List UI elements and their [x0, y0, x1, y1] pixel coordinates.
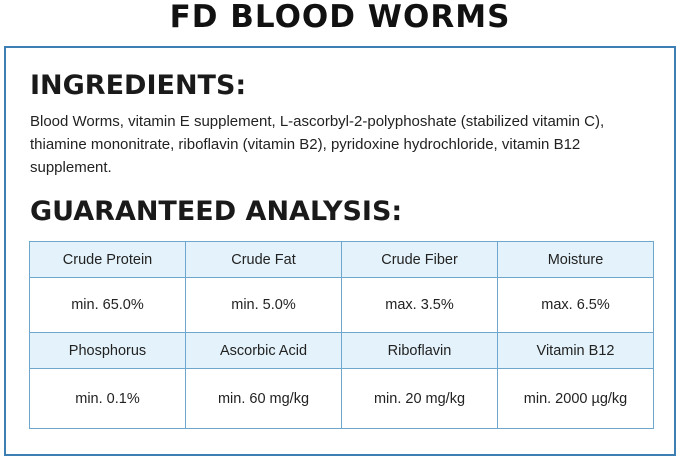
table-row: min. 0.1% min. 60 mg/kg min. 20 mg/kg min. …	[29, 368, 654, 429]
nutrient-value: min. 65.0%	[29, 277, 186, 333]
nutrient-name: Crude Fiber	[341, 241, 498, 278]
nutrient-name: Vitamin B12	[497, 332, 654, 369]
nutrient-value: min. 5.0%	[185, 277, 342, 333]
nutrient-name: Riboflavin	[341, 332, 498, 369]
table-row: Crude Protein Crude Fat Crude Fiber Moistur…	[29, 241, 654, 278]
nutrient-name: Ascorbic Acid	[185, 332, 342, 369]
ingredients-heading: INGREDIENTS:	[30, 70, 247, 101]
nutrient-value: max. 6.5%	[497, 277, 654, 333]
nutrient-value: min. 0.1%	[29, 368, 186, 429]
ingredients-text: Blood Worms, vitamin E supplement, L-asc…	[30, 113, 605, 176]
nutrient-name: Crude Protein	[29, 241, 186, 278]
analysis-heading: GUARANTEED ANALYSIS:	[30, 196, 403, 227]
title: FD BLOOD WORMS	[169, 0, 511, 35]
nutrient-value: min. 2000 µg/kg	[497, 368, 654, 429]
nutrient-name: Moisture	[497, 241, 654, 278]
nutrient-value: max. 3.5%	[341, 277, 498, 333]
nutrient-name: Phosphorus	[29, 332, 186, 369]
table-row: Phosphorus Ascorbic Acid Riboflavin Vitamin…	[29, 332, 654, 369]
table-row: min. 65.0% min. 5.0% max. 3.5% max. 6.5%	[29, 277, 654, 333]
nutrient-value: min. 20 mg/kg	[341, 368, 498, 429]
label-box: INGREDIENTS: Blood Worms, vitamin E supp…	[4, 46, 676, 456]
analysis-table: Crude Protein Crude Fat Crude Fiber Moistur…	[29, 241, 654, 429]
nutrient-name: Crude Fat	[185, 241, 342, 278]
nutrient-value: min. 60 mg/kg	[185, 368, 342, 429]
